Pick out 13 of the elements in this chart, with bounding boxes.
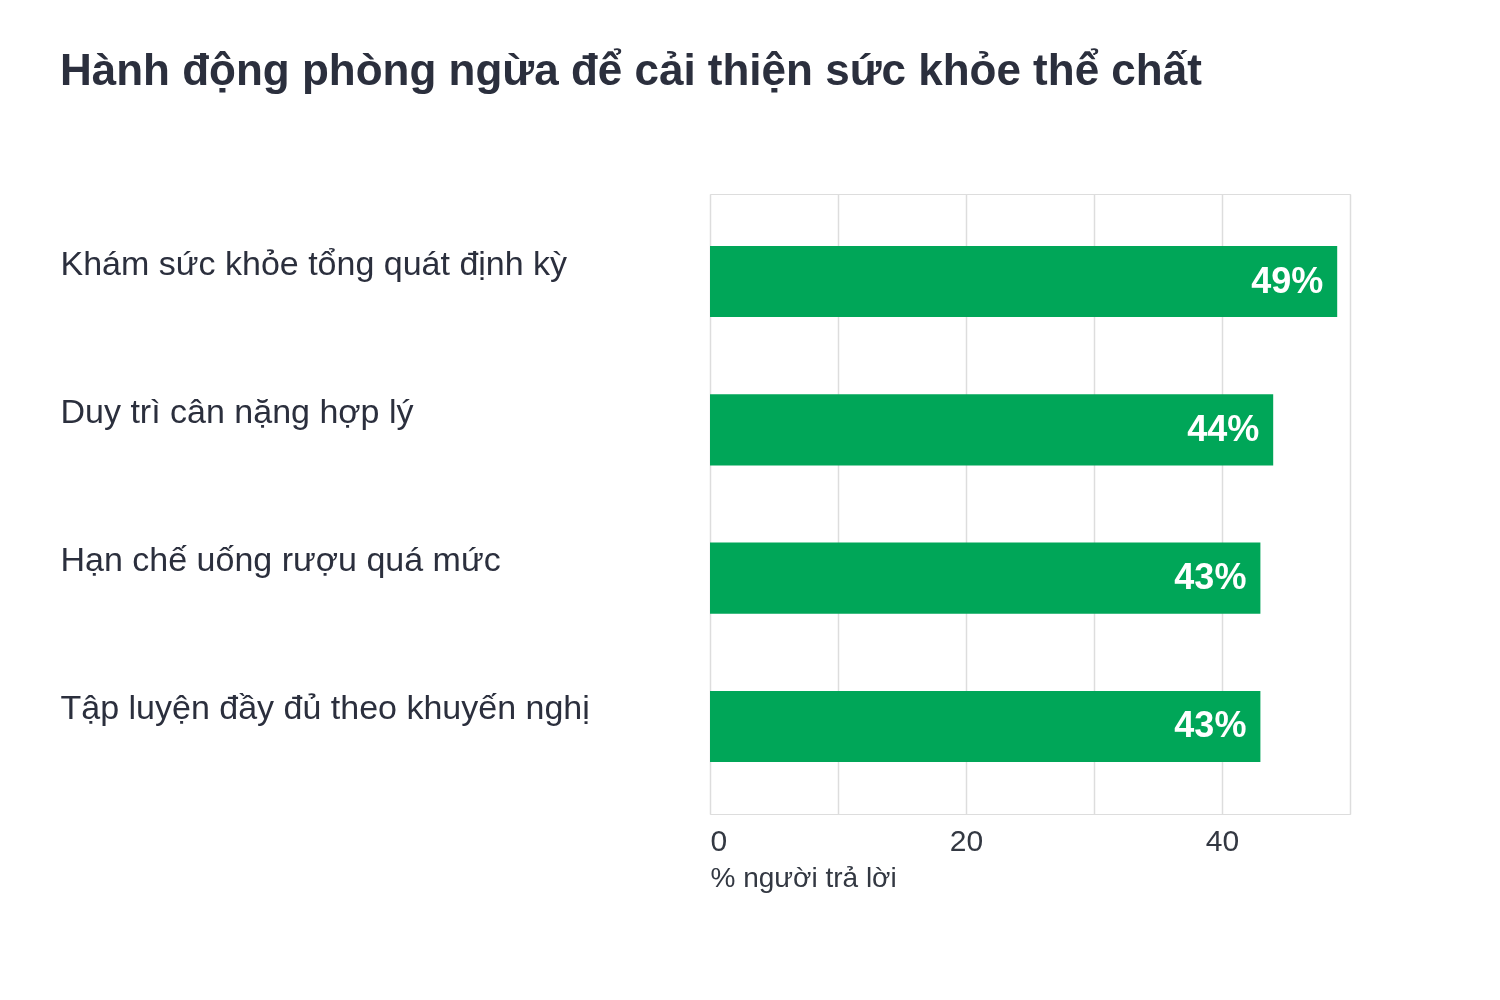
data-label: 43% (1174, 704, 1247, 746)
data-label: 44% (1187, 407, 1260, 449)
chart-title: Hành động phòng ngừa để cải thiện sức khỏe thể chất (60, 45, 1203, 94)
data-label: 43% (1174, 556, 1247, 598)
x-tick-label: 0 (710, 823, 728, 857)
data-label: 49% (1251, 259, 1324, 301)
x-axis-title: % người trả lời (710, 861, 897, 893)
x-tick-label: 40 (1205, 823, 1240, 857)
y-tick-label: Duy trì cân nặng hợp lý (60, 391, 414, 430)
y-tick-label: Khám sức khỏe tổng quát định kỳ (60, 243, 568, 282)
y-tick-label: Tập luyện đầy đủ theo khuyến nghị (60, 688, 590, 727)
x-tick-label: 20 (949, 823, 984, 857)
y-tick-label: Hạn chế uống rượu quá mức (60, 540, 501, 579)
